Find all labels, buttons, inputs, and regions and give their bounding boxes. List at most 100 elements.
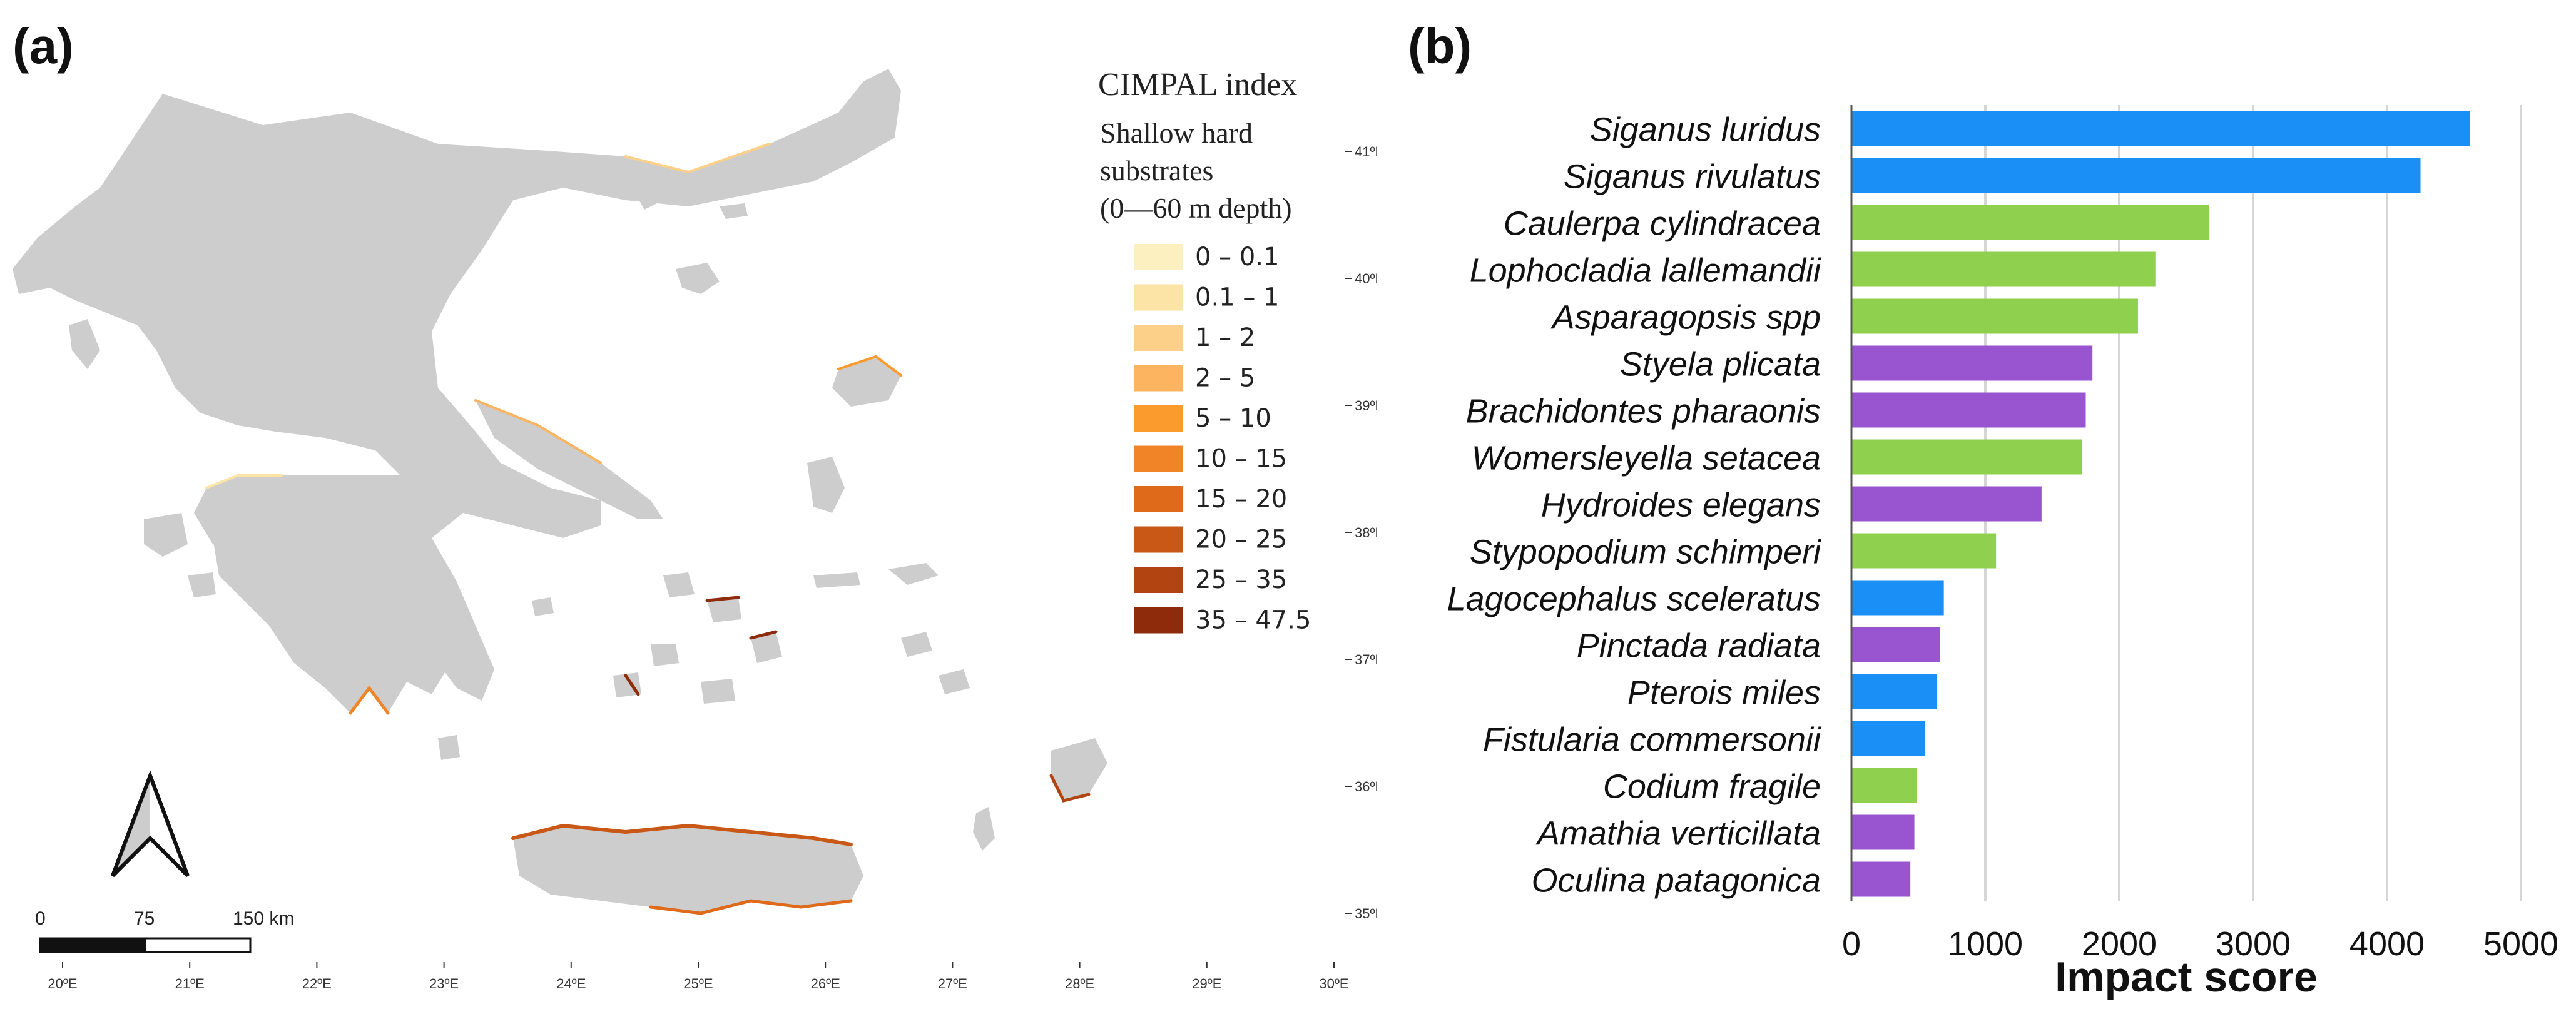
chart-bars <box>1851 111 2470 897</box>
lat-label: 35ºN <box>1355 906 1377 921</box>
lon-label: 24ºE <box>556 976 586 991</box>
dodecanese-2 <box>939 669 970 694</box>
lat-label: 40ºN <box>1355 271 1377 286</box>
legend-class-label: 35 – 47.5 <box>1195 606 1311 635</box>
bar <box>1851 580 1944 616</box>
scale-label-150: 150 km <box>233 908 294 929</box>
bar <box>1851 674 1937 709</box>
legend-class-label: 5 – 10 <box>1195 404 1271 433</box>
bar <box>1851 814 1915 850</box>
category-label: Asparagopsis spp <box>1550 299 1821 337</box>
category-label: Codium fragile <box>1603 768 1821 806</box>
x-tick-label: 5000 <box>2483 925 2558 963</box>
legend-swatch <box>1134 244 1183 270</box>
legend-swatch <box>1134 365 1183 392</box>
category-label: Oculina patagonica <box>1532 862 1821 900</box>
cyclades-2 <box>707 597 741 622</box>
legend-subtitle-line-3: (0—60 m depth) <box>1100 192 1292 224</box>
mainland-greece <box>13 69 901 701</box>
category-label: Pinctada radiata <box>1577 627 1821 665</box>
evia <box>476 400 663 519</box>
lat-label: 38ºN <box>1355 525 1377 540</box>
legend-class-label: 0 – 0.1 <box>1195 243 1280 271</box>
category-label: Stypopodium schimperi <box>1470 534 1822 571</box>
cyclades-6 <box>701 679 735 704</box>
longitude-labels: 20ºE 21ºE 22ºE 23ºE 24ºE 25ºE 26ºE 27ºE 28ºE 29ºE… <box>48 962 1349 991</box>
x-tick-label: 1000 <box>1948 925 2023 963</box>
legend-swatch <box>1134 486 1183 512</box>
peloponnese <box>213 519 451 713</box>
bar <box>1851 768 1917 803</box>
lesvos <box>832 357 901 407</box>
chios <box>807 457 845 513</box>
zakynthos <box>188 572 216 597</box>
chalkidiki <box>375 206 457 281</box>
category-label: Pterois miles <box>1627 674 1821 712</box>
aegina <box>532 597 554 616</box>
legend-class-label: 25 – 35 <box>1195 565 1287 594</box>
lon-label: 30ºE <box>1319 976 1348 991</box>
lon-label: 26ºE <box>811 976 840 991</box>
category-labels: Siganus luridus Siganus rivulatus Caulerpa… <box>1447 111 1822 900</box>
lon-label: 25ºE <box>683 976 713 991</box>
legend-class-label: 1 – 2 <box>1195 323 1255 352</box>
category-label: Womersleyella setacea <box>1472 440 1821 477</box>
lemnos <box>676 263 720 294</box>
bar <box>1851 627 1940 662</box>
legend-class-label: 0.1 – 1 <box>1195 283 1280 312</box>
corfu <box>69 319 100 369</box>
category-label: Lophocladia lallemandii <box>1470 252 1822 290</box>
samos <box>888 563 939 585</box>
legend-title: CIMPAL index <box>1098 67 1297 103</box>
bar <box>1851 439 2082 475</box>
north-arrow-icon <box>111 770 190 878</box>
category-label: Amathia verticillata <box>1535 815 1821 853</box>
legend-swatch <box>1134 567 1183 593</box>
karpathos <box>973 807 995 851</box>
legend-subtitle-line-2: substrates <box>1100 155 1213 186</box>
lon-label: 27ºE <box>938 976 967 991</box>
scale-label-0: 0 <box>35 908 46 929</box>
scale-bar: 0 75 150 km <box>35 908 294 953</box>
legend-classes: 0 – 0.1 0.1 – 1 1 – 2 2 – 5 5 – 10 10 – 15 15 … <box>1134 243 1311 635</box>
lat-label: 39ºN <box>1355 398 1377 413</box>
x-axis-title: Impact score <box>2055 953 2318 1001</box>
x-tick-label: 4000 <box>2349 925 2425 963</box>
bar <box>1851 111 2470 146</box>
lat-label: 41ºN <box>1355 144 1377 160</box>
legend-subtitle-line-1: Shallow hard <box>1100 117 1253 149</box>
legend-swatch <box>1134 284 1183 311</box>
greece-map: CIMPAL index Shallow hard substrates (0—… <box>13 67 1377 991</box>
x-tick-labels: 0 1000 2000 3000 4000 5000 <box>1842 925 2558 963</box>
legend-class-label: 20 – 25 <box>1195 525 1287 554</box>
cimpal-coastline <box>205 143 1091 915</box>
category-label: Styela plicata <box>1620 346 1821 383</box>
lon-label: 29ºE <box>1192 976 1221 991</box>
lat-label: 37ºN <box>1355 652 1377 667</box>
panel-a-label: (a) <box>13 18 74 74</box>
panel-b-label: (b) <box>1408 18 1472 74</box>
category-label: Siganus rivulatus <box>1564 158 1821 196</box>
land-mass <box>13 69 1107 913</box>
lon-label: 21ºE <box>175 976 205 991</box>
bar <box>1851 392 2086 428</box>
x-tick-label: 2000 <box>2082 925 2157 963</box>
cyclades-4 <box>651 644 679 666</box>
latitude-labels: 41ºN 40ºN 39ºN 38ºN 37ºN 36ºN 35ºN <box>1345 144 1377 921</box>
legend-class-label: 2 – 5 <box>1195 364 1255 393</box>
cyclades-1 <box>663 572 695 597</box>
bar <box>1851 251 2156 287</box>
bar <box>1851 345 2093 381</box>
category-label: Fistularia commersonii <box>1483 721 1822 759</box>
bar <box>1851 861 1911 897</box>
x-tick-label: 0 <box>1842 925 1861 963</box>
crete <box>513 826 863 913</box>
legend-swatch <box>1134 607 1183 634</box>
category-label: Brachidontes pharaonis <box>1466 393 1821 430</box>
lon-label: 22ºE <box>302 976 332 991</box>
legend-class-label: 10 – 15 <box>1195 445 1287 474</box>
bar <box>1851 158 2421 193</box>
bar <box>1851 205 2209 240</box>
bar <box>1851 298 2138 334</box>
category-label: Siganus luridus <box>1590 111 1821 149</box>
